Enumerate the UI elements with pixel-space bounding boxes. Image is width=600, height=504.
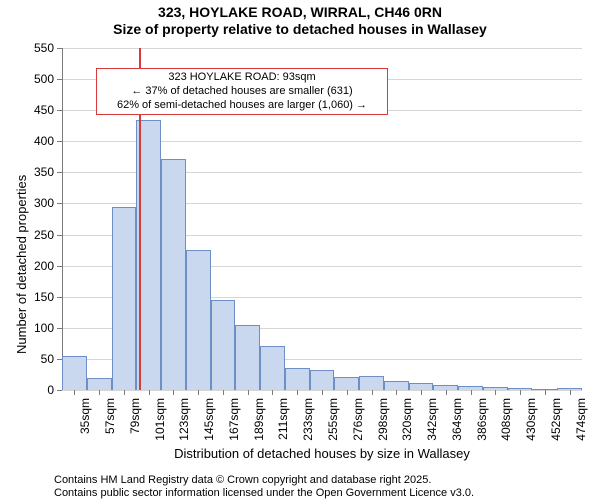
footer-credits: Contains HM Land Registry data © Crown c… xyxy=(54,474,474,500)
annotation-line: 62% of semi-detached houses are larger (… xyxy=(101,99,383,113)
x-tick-label: 35sqm xyxy=(78,398,92,448)
x-tick-mark xyxy=(396,390,397,395)
x-tick-label: 298sqm xyxy=(376,398,390,448)
x-tick-label: 57sqm xyxy=(103,398,117,448)
footer-line1: Contains HM Land Registry data © Crown c… xyxy=(54,474,474,487)
title-line2: Size of property relative to detached ho… xyxy=(0,21,600,38)
bar xyxy=(409,383,434,390)
x-tick-mark xyxy=(198,390,199,395)
x-tick-label: 320sqm xyxy=(400,398,414,448)
x-tick-label: 101sqm xyxy=(153,398,167,448)
annotation-box: 323 HOYLAKE ROAD: 93sqm← 37% of detached… xyxy=(96,68,388,115)
y-tick-mark xyxy=(57,390,62,391)
x-tick-label: 255sqm xyxy=(326,398,340,448)
y-tick-label: 50 xyxy=(24,352,54,366)
x-tick-mark xyxy=(272,390,273,395)
bar xyxy=(334,377,359,390)
bar xyxy=(260,346,285,390)
x-tick-label: 167sqm xyxy=(227,398,241,448)
y-tick-label: 150 xyxy=(24,290,54,304)
x-tick-label: 79sqm xyxy=(128,398,142,448)
x-tick-mark xyxy=(372,390,373,395)
y-tick-label: 300 xyxy=(24,196,54,210)
x-tick-mark xyxy=(149,390,150,395)
x-tick-mark xyxy=(446,390,447,395)
bar xyxy=(112,207,137,390)
y-tick-label: 450 xyxy=(24,103,54,117)
y-tick-label: 100 xyxy=(24,321,54,335)
x-tick-mark xyxy=(347,390,348,395)
x-tick-label: 364sqm xyxy=(450,398,464,448)
y-axis-line xyxy=(62,48,63,390)
bar xyxy=(87,378,112,390)
bar xyxy=(359,376,384,390)
bar xyxy=(235,325,260,390)
footer-line2: Contains public sector information licen… xyxy=(54,487,474,500)
bar xyxy=(161,159,186,390)
bar xyxy=(186,250,211,390)
x-tick-mark xyxy=(248,390,249,395)
x-tick-label: 189sqm xyxy=(252,398,266,448)
x-tick-mark xyxy=(471,390,472,395)
title-line1: 323, HOYLAKE ROAD, WIRRAL, CH46 0RN xyxy=(0,4,600,21)
bar xyxy=(384,381,409,390)
x-tick-mark xyxy=(74,390,75,395)
bar xyxy=(310,370,335,390)
y-tick-label: 550 xyxy=(24,41,54,55)
y-tick-label: 350 xyxy=(24,165,54,179)
chart-title: 323, HOYLAKE ROAD, WIRRAL, CH46 0RN Size… xyxy=(0,4,600,38)
annotation-line: 323 HOYLAKE ROAD: 93sqm xyxy=(101,71,383,85)
x-tick-mark xyxy=(173,390,174,395)
x-tick-mark xyxy=(421,390,422,395)
x-tick-label: 474sqm xyxy=(574,398,588,448)
x-tick-label: 123sqm xyxy=(177,398,191,448)
x-tick-mark xyxy=(545,390,546,395)
x-tick-label: 408sqm xyxy=(499,398,513,448)
x-tick-mark xyxy=(99,390,100,395)
x-tick-mark xyxy=(124,390,125,395)
y-tick-label: 400 xyxy=(24,134,54,148)
x-tick-label: 233sqm xyxy=(301,398,315,448)
y-tick-label: 500 xyxy=(24,72,54,86)
y-tick-label: 250 xyxy=(24,228,54,242)
bar xyxy=(211,300,236,390)
x-tick-label: 211sqm xyxy=(276,398,290,448)
x-tick-label: 430sqm xyxy=(524,398,538,448)
x-tick-mark xyxy=(223,390,224,395)
annotation-line: ← 37% of detached houses are smaller (63… xyxy=(101,85,383,99)
x-tick-label: 276sqm xyxy=(351,398,365,448)
y-tick-label: 200 xyxy=(24,259,54,273)
x-tick-mark xyxy=(495,390,496,395)
y-tick-label: 0 xyxy=(24,383,54,397)
x-axis-label: Distribution of detached houses by size … xyxy=(62,446,582,461)
plot-area: 323 HOYLAKE ROAD: 93sqm← 37% of detached… xyxy=(62,48,582,390)
x-tick-mark xyxy=(297,390,298,395)
x-tick-mark xyxy=(520,390,521,395)
x-tick-label: 342sqm xyxy=(425,398,439,448)
bar xyxy=(285,368,310,390)
x-tick-label: 452sqm xyxy=(549,398,563,448)
x-tick-label: 386sqm xyxy=(475,398,489,448)
x-tick-label: 145sqm xyxy=(202,398,216,448)
x-tick-mark xyxy=(570,390,571,395)
x-tick-mark xyxy=(322,390,323,395)
bar xyxy=(62,356,87,390)
